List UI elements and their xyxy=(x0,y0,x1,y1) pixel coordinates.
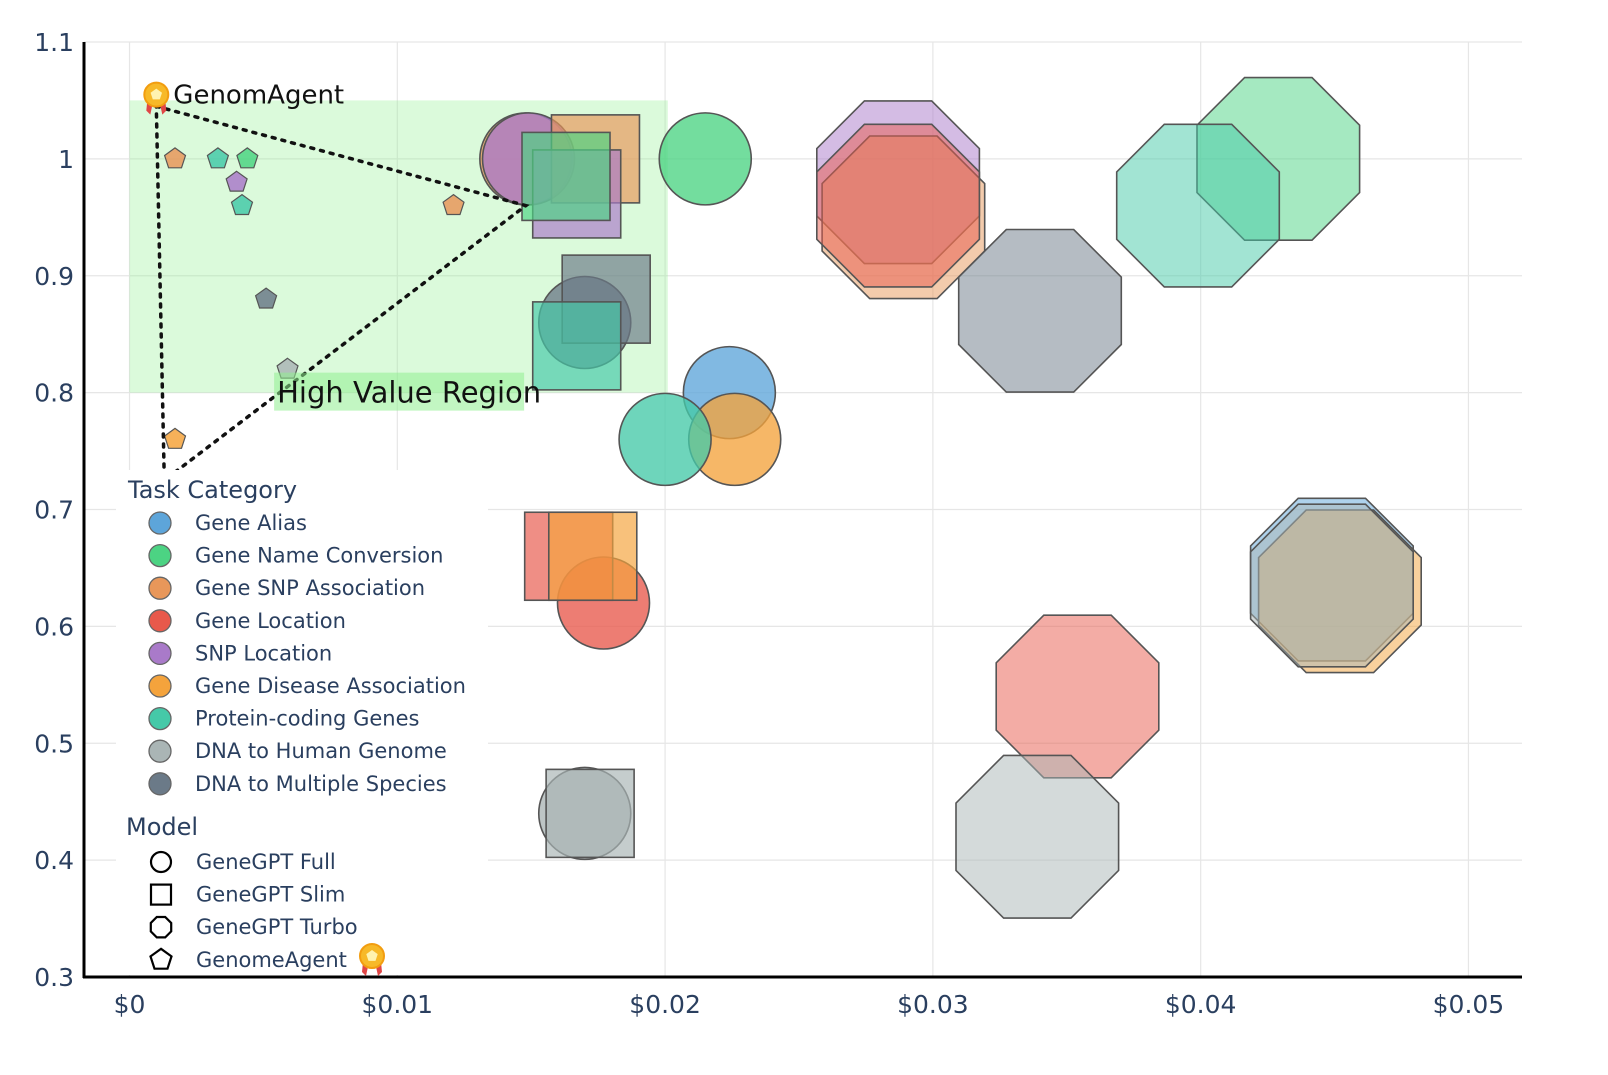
marker-genomeagent-protein-coding-genes xyxy=(206,147,230,169)
marker-genegpt-slim-protein-coding-genes xyxy=(531,301,622,391)
legend-background xyxy=(116,470,488,975)
legend-shape-genegpt-full xyxy=(149,850,173,874)
legend-label-protein-coding-genes: Protein-coding Genes xyxy=(195,707,419,731)
marker-genegpt-turbo-gene-location xyxy=(995,614,1160,779)
annotations: High Value Region GenomAgent xyxy=(143,81,541,411)
legend-swatch-dna-to-human-genome xyxy=(148,739,172,763)
marker-genegpt-turbo-dna-to-multiple-species xyxy=(957,228,1123,393)
annotation-genomagent: GenomAgent xyxy=(173,81,344,111)
legend-label-gene-location: Gene Location xyxy=(195,609,346,633)
legend-label-genegpt-turbo: GeneGPT Turbo xyxy=(196,915,358,939)
legend-label-genomeagent: GenomeAgent xyxy=(196,948,347,972)
marker-genegpt-turbo-dna-to-human-genome xyxy=(955,754,1120,919)
legend-label-dna-to-multiple-species: DNA to Multiple Species xyxy=(195,772,447,796)
marker-genegpt-turbo-dna-to-human-genome xyxy=(1249,503,1414,668)
marker-genomeagent-snp-location xyxy=(225,170,248,192)
y-tick-label: 1 xyxy=(58,145,74,174)
medal-icon xyxy=(143,81,170,115)
legend-swatch-protein-coding-genes xyxy=(148,706,172,731)
legend-swatch-gene-name-conversion xyxy=(148,543,172,568)
legend: Task Category Gene Alias Gene Name Convers… xyxy=(116,470,488,976)
legend-label-genegpt-full: GeneGPT Full xyxy=(196,850,336,874)
x-tick-label: $0.04 xyxy=(1165,990,1237,1019)
legend-swatch-snp-location xyxy=(148,641,172,666)
marker-genomeagent-protein-coding-genes xyxy=(230,193,254,216)
marker-genomeagent-dna-to-multiple-species xyxy=(254,287,278,309)
y-tick-label: 0.4 xyxy=(34,846,74,875)
marker-genegpt-slim-dna-to-human-genome xyxy=(545,768,635,859)
marker-genegpt-slim-gene-disease-association xyxy=(547,511,638,602)
y-tick-label: 0.9 xyxy=(34,262,74,291)
marker-genomeagent-gene-name-conversion xyxy=(236,147,259,169)
y-tick-label: 0.6 xyxy=(34,612,74,641)
medal-icon xyxy=(359,943,385,976)
high-value-label: High Value Region xyxy=(277,376,541,410)
frontier-line xyxy=(154,104,530,484)
x-tick-label: $0.03 xyxy=(897,990,969,1019)
marker-genegpt-full-protein-coding-genes xyxy=(618,392,712,487)
marker-genegpt-slim-gene-name-conversion xyxy=(521,131,611,222)
marker-genegpt-turbo-gene-location xyxy=(815,123,981,288)
legend-swatch-dna-to-multiple-species xyxy=(148,772,172,796)
marker-genomeagent-gene-disease-association xyxy=(163,427,187,449)
marker-genomeagent-gene-snp-association xyxy=(442,193,465,216)
y-tick-label: 0.8 xyxy=(34,379,74,408)
legend-swatch-gene-alias xyxy=(148,511,172,535)
legend-label-gene-disease-association: Gene Disease Association xyxy=(195,674,466,698)
marker-genegpt-turbo-protein-coding-genes xyxy=(1115,123,1281,288)
axes: $0 $0.01 $0.02 $0.03 $0.04 $0.05 0.3 0.4 0.5 0.6 0… xyxy=(34,28,1522,1019)
data-markers xyxy=(163,76,1422,919)
legend-swatch-gene-location xyxy=(148,609,172,633)
legend-label-snp-location: SNP Location xyxy=(195,641,332,665)
marker-genomeagent-gene-snp-association xyxy=(163,147,187,169)
legend-label-gene-snp-association: Gene SNP Association xyxy=(195,576,425,600)
y-tick-label: 1.1 xyxy=(34,28,74,57)
legend-model-title: Model xyxy=(126,813,198,841)
frontier-triangle xyxy=(154,104,530,484)
legend-label-genegpt-slim: GeneGPT Slim xyxy=(196,883,345,907)
legend-shape-genegpt-slim xyxy=(149,883,173,906)
x-tick-label: $0.02 xyxy=(629,990,701,1019)
legend-swatch-gene-snp-association xyxy=(148,576,172,600)
x-tick-label: $0.01 xyxy=(362,990,434,1019)
high-value-label-bg xyxy=(274,372,525,411)
legend-label-dna-to-human-genome: DNA to Human Genome xyxy=(195,739,447,763)
y-tick-label: 0.7 xyxy=(34,496,74,525)
x-tick-label: $0.05 xyxy=(1433,990,1505,1019)
y-tick-label: 0.3 xyxy=(34,963,74,992)
legend-shape-genomeagent xyxy=(149,947,173,970)
legend-shape-genegpt-turbo xyxy=(149,915,173,939)
marker-genegpt-full-gene-name-conversion xyxy=(658,112,753,206)
legend-category-title: Task Category xyxy=(127,476,297,504)
y-tick-label: 0.5 xyxy=(34,729,74,758)
legend-label-gene-name-conversion: Gene Name Conversion xyxy=(195,544,443,568)
x-tick-label: $0 xyxy=(114,990,146,1019)
legend-swatch-gene-disease-association xyxy=(148,674,172,698)
legend-label-gene-alias: Gene Alias xyxy=(195,511,307,535)
